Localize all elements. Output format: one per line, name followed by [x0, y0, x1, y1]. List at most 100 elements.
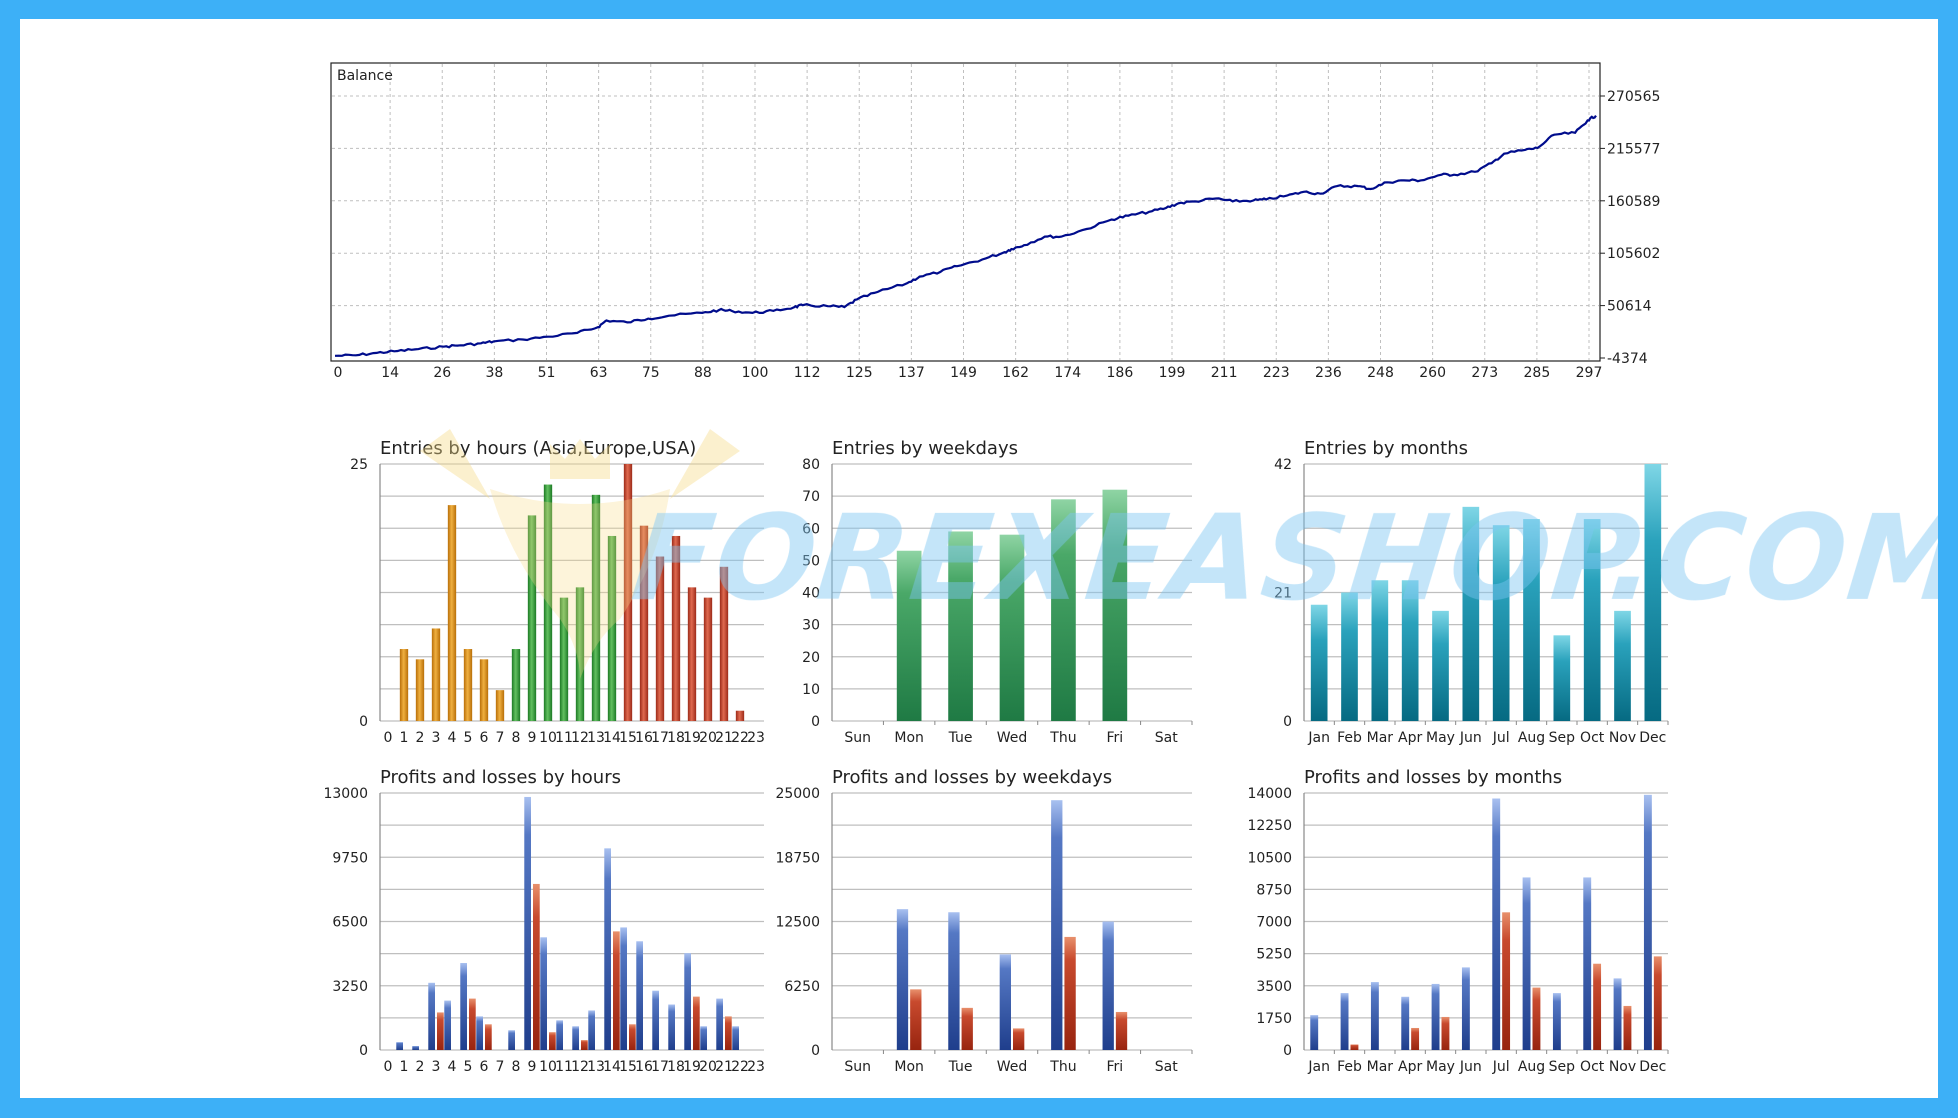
pl_hours-profit-bar [572, 1026, 579, 1050]
balance-x-tick: 174 [1054, 365, 1081, 381]
pl_hours-loss-bar [437, 1012, 444, 1050]
pl_hours-profit-bar [684, 953, 691, 1050]
pl_hours-x-tick: 3 [432, 1059, 441, 1075]
pl_months-y-tick: 14000 [1247, 786, 1292, 802]
pl_hours-profit-bar [460, 963, 467, 1050]
pl_hours-loss-bar [469, 998, 476, 1050]
pl_months-y-tick: 3500 [1256, 979, 1292, 995]
entries_hours-title: Entries by hours (Asia,Europe,USA) [380, 438, 696, 459]
balance-x-tick: 38 [485, 365, 503, 381]
pl_months-profit-bar [1431, 983, 1440, 1050]
entries_hours-bar [655, 556, 665, 721]
pl_months-x-tick: Dec [1639, 1059, 1666, 1075]
entries_months-x-tick: Jun [1459, 730, 1482, 746]
pl_hours-y-tick: 13000 [323, 786, 368, 802]
chart-panels: 0 14 26 38 51 63 75 88 100 112 125 137 149 162 174 186 1… [323, 62, 1669, 1075]
balance-x-tick: 211 [1211, 365, 1238, 381]
entries_weekdays-bar [896, 550, 922, 721]
entries_weekdays-y-tick: 30 [802, 618, 820, 634]
pl_hours-loss-bar [693, 996, 700, 1050]
pl_hours-x-tick: 7 [496, 1059, 505, 1075]
pl_weekdays-x-tick: Mon [894, 1059, 924, 1075]
pl_months-loss-bar [1623, 1005, 1632, 1050]
balance-x-tick: 297 [1576, 365, 1603, 381]
entries_hours-chart: Entries by hours (Asia,Europe,USA)2500 1 2… [350, 438, 765, 746]
entries_months-y-tick: 42 [1274, 457, 1292, 473]
entries_hours-bar [463, 649, 473, 721]
pl_hours-x-tick: 10 [539, 1059, 557, 1075]
pl_months-y-tick: 0 [1283, 1043, 1292, 1059]
pl_months-profit-bar [1583, 877, 1592, 1050]
entries_hours-x-tick: 19 [683, 730, 701, 746]
pl_weekdays-loss-bar [1115, 1011, 1128, 1050]
pl_months-y-tick: 5250 [1256, 947, 1292, 963]
entries_hours-x-tick: 9 [528, 730, 537, 746]
pl_hours-loss-bar [581, 1040, 588, 1050]
pl_weekdays-loss-bar [1064, 936, 1076, 1050]
pl_hours-x-tick: 21 [715, 1059, 733, 1075]
pl_weekdays-profit-bar [896, 909, 909, 1050]
balance-x-tick: 248 [1367, 365, 1394, 381]
watermark-logo-icon [420, 429, 740, 679]
pl_hours-x-tick: 2 [416, 1059, 425, 1075]
entries_weekdays-title: Entries by weekdays [832, 438, 1018, 459]
pl_weekdays-y-tick: 6250 [784, 979, 820, 995]
trading-report-svg: 0 14 26 38 51 63 75 88 100 112 125 137 149 162 174 186 1… [323, 62, 1958, 1075]
pl_months-x-tick: Apr [1398, 1059, 1422, 1075]
entries_hours-bar [591, 494, 601, 721]
pl_months-x-tick: Sep [1549, 1059, 1576, 1075]
pl_months-loss-bar [1411, 1027, 1420, 1050]
pl_hours-x-tick: 20 [699, 1059, 717, 1075]
balance-y-tick: 160589 [1607, 194, 1660, 210]
pl_hours-loss-bar [485, 1024, 492, 1050]
balance-x-tick: 162 [1002, 365, 1029, 381]
balance-y-tick: 270565 [1607, 89, 1660, 105]
entries_weekdays-y-tick: 70 [802, 489, 820, 505]
entries_months-x-tick: Mar [1367, 730, 1394, 746]
balance-y-tick: 105602 [1607, 246, 1660, 262]
pl_hours-x-tick: 8 [512, 1059, 521, 1075]
pl_months-chart: Profits and losses by months 14000 12250 10… [1247, 767, 1669, 1075]
pl_hours-y-tick: 0 [359, 1043, 368, 1059]
balance-x-tick: 88 [694, 365, 712, 381]
balance-x-tick: 26 [433, 365, 451, 381]
pl_months-profit-bar [1613, 978, 1622, 1050]
pl_weekdays-y-tick: 18750 [775, 850, 820, 866]
entries_hours-bar [543, 484, 553, 721]
pl_hours-loss-bar [533, 883, 540, 1050]
pl_weekdays-x-tick: Thu [1049, 1059, 1076, 1075]
pl_hours-x-tick: 9 [528, 1059, 537, 1075]
pl_months-profit-bar [1552, 993, 1561, 1050]
pl_hours-x-tick: 15 [619, 1059, 637, 1075]
entries_months-bar [1432, 610, 1449, 721]
pl_months-profit-bar [1522, 877, 1531, 1050]
entries_weekdays-x-tick: Sat [1155, 730, 1178, 746]
pl_hours-loss-bar [549, 1032, 556, 1050]
entries_weekdays-y-tick: 60 [802, 521, 820, 537]
pl_weekdays-profit-bar [948, 912, 960, 1050]
pl_hours-profit-bar [412, 1046, 419, 1050]
balance-series-line [334, 114, 1597, 357]
pl_months-loss-bar [1653, 956, 1662, 1050]
report-frame: 0 14 26 38 51 63 75 88 100 112 125 137 149 162 174 186 1… [20, 19, 1958, 1098]
balance-x-tick: 14 [381, 365, 399, 381]
pl_hours-x-tick: 19 [683, 1059, 701, 1075]
entries_months-x-tick: Feb [1337, 730, 1362, 746]
pl_hours-x-tick: 14 [603, 1059, 621, 1075]
entries_hours-x-tick: 20 [699, 730, 717, 746]
pl_months-x-tick: Aug [1518, 1059, 1545, 1075]
pl_hours-x-tick: 22 [731, 1059, 749, 1075]
pl_months-profit-bar [1310, 1015, 1319, 1050]
balance-x-tick: 260 [1419, 365, 1446, 381]
entries_hours-x-tick: 1 [400, 730, 409, 746]
entries_hours-bar [575, 587, 585, 721]
entries_weekdays-bar [948, 531, 973, 721]
entries_hours-bar [431, 628, 441, 721]
pl_months-profit-bar [1370, 982, 1379, 1050]
entries_months-chart: Entries by months 42 21 0 Jan Feb Mar Apr May Jun… [1274, 438, 1669, 746]
pl_months-x-tick: Jul [1492, 1059, 1510, 1075]
pl_hours-y-tick: 6500 [332, 915, 368, 931]
entries_months-y-tick: 21 [1274, 586, 1292, 602]
pl_months-x-tick: Jun [1459, 1059, 1482, 1075]
pl_weekdays-x-tick: Wed [997, 1059, 1028, 1075]
